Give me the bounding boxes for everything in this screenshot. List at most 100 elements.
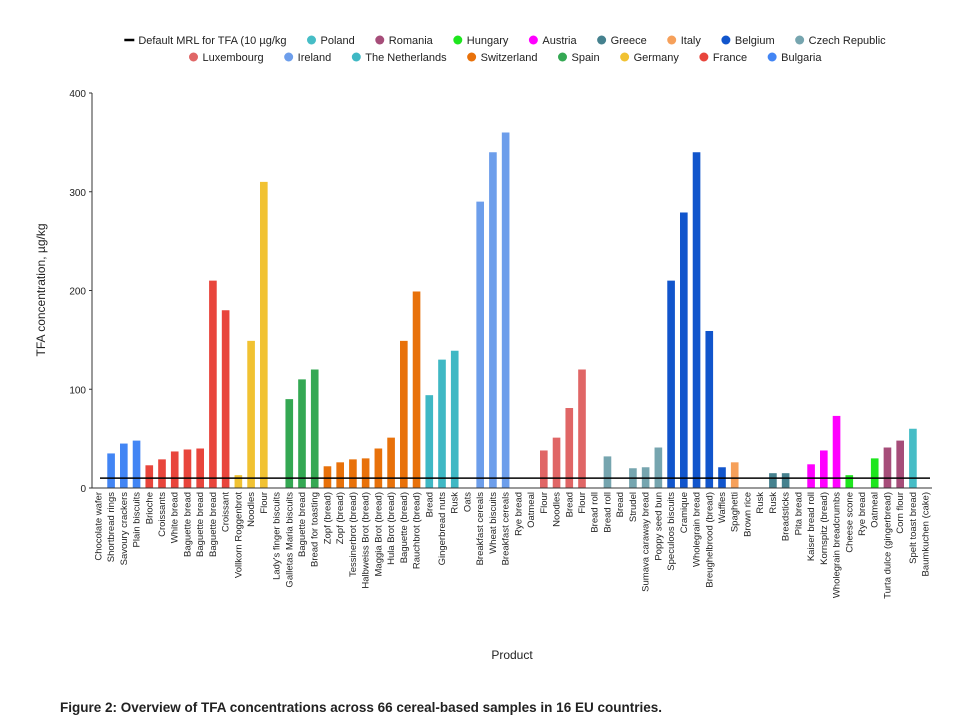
- legend-label: Greece: [611, 35, 647, 47]
- bar: [489, 152, 497, 488]
- legend-label: Belgium: [735, 35, 775, 47]
- legend-swatch: [189, 52, 199, 62]
- bar: [183, 449, 192, 488]
- x-tick-label: Tessinerbrot (bread): [348, 492, 359, 577]
- y-axis-label: TFA concentration, µg/kg: [34, 224, 48, 357]
- x-tick-label: Breadsticks: [781, 492, 792, 541]
- x-tick-label: Wholegrain breadcrumbs: [832, 492, 843, 598]
- bar: [832, 415, 841, 488]
- legend-swatch: [528, 35, 538, 45]
- legend-label: France: [713, 52, 747, 64]
- legend-swatch: [667, 35, 677, 45]
- legend-swatch: [721, 35, 731, 45]
- bar: [667, 280, 675, 488]
- legend-swatch: [307, 35, 316, 45]
- bar: [361, 458, 370, 488]
- x-tick-label: Shortbread rings: [106, 492, 117, 562]
- legend-swatch: [557, 52, 567, 62]
- bar: [412, 291, 421, 488]
- bar: [501, 132, 510, 488]
- x-tick-label: Baguette bread: [208, 492, 219, 557]
- bar: [845, 475, 854, 488]
- y-tick-label: 300: [69, 188, 86, 199]
- x-tick-label: Breughelbrood (bread): [704, 492, 715, 588]
- legend-label: Bulgaria: [781, 52, 822, 64]
- bar: [578, 369, 586, 488]
- bar: [565, 408, 574, 488]
- legend-swatch: [467, 52, 477, 62]
- legend-label: The Netherlands: [365, 52, 447, 64]
- x-tick-label: Waffles: [717, 492, 728, 523]
- bar: [158, 459, 166, 488]
- x-tick-label: Kornspitz (bread): [819, 492, 830, 565]
- y-tick-label: 0: [80, 484, 86, 495]
- x-tick-label: Bread roll: [602, 492, 613, 533]
- x-tick-label: Noodles: [552, 492, 563, 527]
- legend-label: Romania: [389, 35, 434, 47]
- bar: [425, 395, 434, 488]
- bar: [247, 340, 255, 488]
- x-tick-label: Vollkorn Roggenbrot: [233, 492, 244, 578]
- x-tick-label: Baguette bread: [297, 492, 308, 557]
- bar: [450, 350, 459, 488]
- bar: [132, 440, 141, 488]
- y-tick-label: 200: [69, 287, 86, 298]
- legend-label: Ireland: [298, 52, 332, 64]
- x-tick-label: Spelt toast bread: [908, 492, 919, 564]
- x-tick-label: Pita bread: [793, 492, 804, 535]
- x-tick-label: Breakfast cereals: [501, 492, 512, 566]
- bar: [692, 152, 701, 488]
- x-tick-label: Rusk: [755, 492, 766, 514]
- x-tick-label: Oats: [462, 492, 473, 512]
- bar: [820, 450, 828, 488]
- x-tick-label: Lady's finger biscuits: [272, 492, 283, 580]
- bar: [603, 456, 612, 488]
- legend-label: Switzerland: [481, 52, 538, 64]
- x-tick-label: Gingerbread nuts: [437, 492, 448, 566]
- y-tick-label: 400: [69, 89, 86, 100]
- bar: [234, 475, 243, 488]
- bar: [323, 466, 332, 488]
- bar: [438, 359, 446, 488]
- bar: [209, 280, 217, 488]
- x-tick-label: Spaghetti: [730, 492, 741, 532]
- bar: [349, 459, 357, 488]
- x-tick-label: Baumkuchen (cake): [921, 492, 932, 576]
- x-tick-label: Chocolate wafer: [93, 492, 104, 561]
- x-axis-label: Product: [491, 648, 533, 662]
- x-tick-label: Wheat biscuits: [488, 492, 499, 554]
- bar: [680, 212, 688, 489]
- bar: [310, 369, 319, 488]
- x-tick-label: Croissant: [221, 492, 232, 532]
- y-tick-label: 100: [69, 385, 86, 396]
- x-tick-label: Croissants: [157, 492, 168, 537]
- x-tick-label: Cramique: [679, 492, 690, 533]
- bar: [298, 379, 306, 488]
- bar: [387, 437, 395, 488]
- bar: [769, 473, 777, 488]
- legend-swatch: [453, 35, 463, 45]
- legend-label: Spain: [571, 52, 599, 64]
- legend-swatch: [767, 52, 777, 62]
- x-tick-label: Oatmeal: [870, 492, 881, 528]
- x-tick-label: Poppy seed bun: [653, 492, 664, 561]
- x-tick-label: Baguette bread: [182, 492, 193, 557]
- legend-swatch: [699, 52, 709, 62]
- x-tick-label: Rye bread: [513, 492, 524, 536]
- bar: [883, 447, 892, 488]
- bar: [909, 428, 917, 488]
- bar: [170, 451, 179, 488]
- x-tick-label: Rusk: [768, 492, 779, 514]
- legend-swatch: [284, 52, 294, 62]
- x-tick-label: Turta dulce (gingerbread): [882, 492, 893, 599]
- bar: [196, 448, 204, 488]
- x-tick-label: Bread: [564, 492, 575, 517]
- x-tick-label: Wholegrain bread: [692, 492, 703, 567]
- bar: [540, 450, 548, 488]
- bar: [896, 440, 904, 488]
- legend-label: Hungary: [467, 35, 509, 47]
- bar: [476, 201, 484, 488]
- legend-label: Italy: [681, 35, 702, 47]
- x-tick-label: Bread: [615, 492, 626, 517]
- bar: [654, 447, 663, 488]
